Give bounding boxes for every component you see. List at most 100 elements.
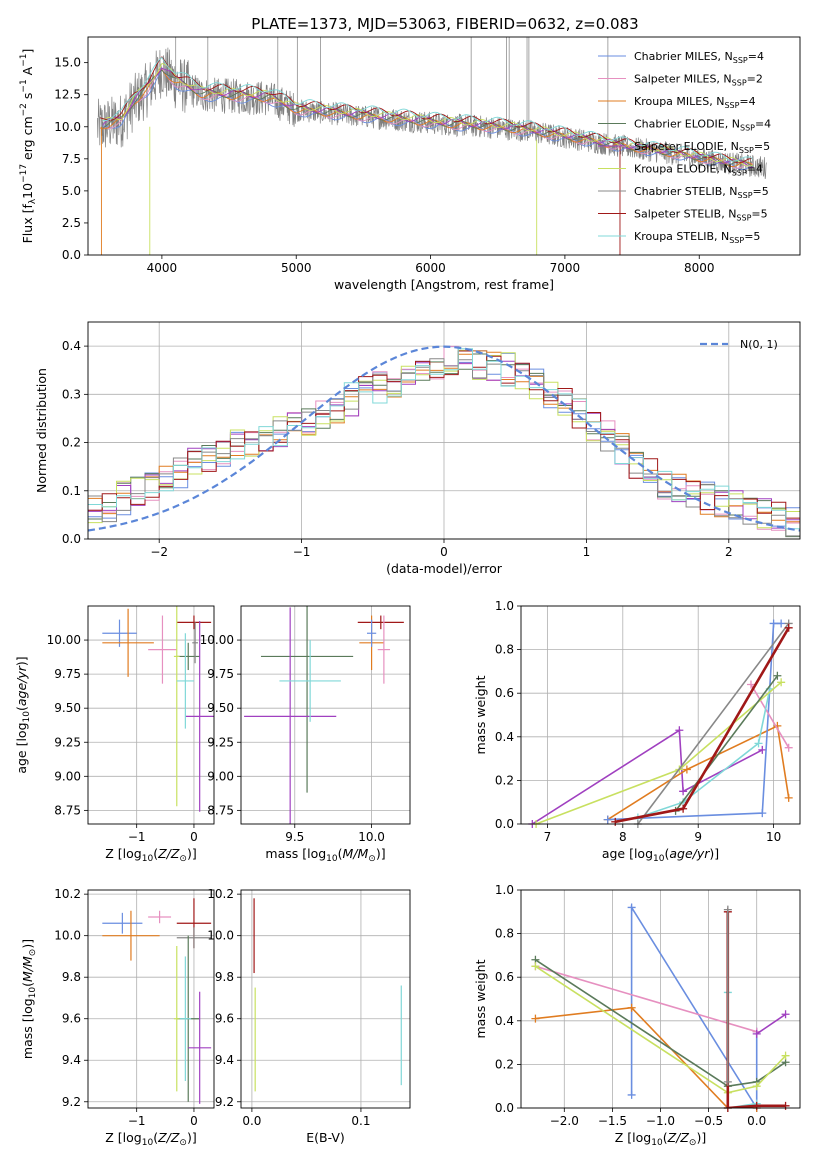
weight-line-chabrier_stelib (637, 622, 790, 824)
weight-marker-kroupa_elodie (531, 962, 540, 971)
x-tick-label: 10.0 (358, 830, 385, 844)
x-tick-label: −1.0 (646, 1114, 675, 1128)
axes-frame (240, 605, 411, 825)
weight-marker-salpeter_elodie (781, 1010, 790, 1019)
y-tick-label: 9.8 (62, 970, 81, 984)
x-tick-label: 0 (190, 830, 198, 844)
axes-frame (520, 605, 801, 825)
x-tick-label: 1 (583, 545, 591, 559)
weight-marker-chabrier_miles (627, 1090, 636, 1099)
weight-marker-salpeter_elodie (758, 745, 767, 754)
weight-line-kroupa_elodie (534, 965, 787, 1094)
panel-mass_vs_ebv (237, 890, 410, 1112)
axes-frame (520, 889, 801, 1109)
weight-marker-kroupa_miles (784, 793, 793, 802)
weight-marker-kroupa_elodie (781, 1051, 790, 1060)
x-tick-label: −1.5 (598, 1114, 627, 1128)
legend-label-salpeter_miles: Salpeter MILES, NSSP=2 (634, 73, 763, 88)
y-tick-label: 10.0 (54, 120, 81, 134)
x-tick-label: 8 (619, 830, 627, 844)
x-axis-label: mass [log10(M/M⊙)] (265, 846, 385, 864)
x-tick-label: 0 (440, 545, 448, 559)
model-line-salpeter_miles (102, 67, 754, 169)
x-tick-label: 5000 (281, 261, 312, 275)
weight-marker-chabrier_miles (777, 619, 786, 628)
weight-marker-salpeter_stelib (781, 1101, 790, 1110)
x-axis-label: (data-model)/error (386, 561, 503, 576)
weight-line-chabrier_miles (630, 904, 758, 1108)
x-tick-label: 0.1 (351, 1114, 370, 1128)
y-tick-label: 7.5 (62, 152, 81, 166)
weight-line-kroupa_stelib (637, 688, 771, 819)
weight-marker-salpeter_stelib (784, 623, 793, 632)
weight-marker-kroupa_elodie (777, 678, 786, 687)
weight-marker-chabrier_stelib (723, 905, 732, 914)
weight-line-chabrier_elodie (674, 675, 779, 812)
x-axis-label: Z [log10(Z/Z⊙)] (105, 1130, 196, 1148)
weight-marker-chabrier_miles (758, 809, 767, 818)
gaussian-curve (88, 345, 800, 532)
axes-frame (87, 36, 801, 256)
y-tick-label: 15.0 (54, 56, 81, 70)
y-tick-label: 10.0 (207, 929, 234, 943)
x-tick-label: −0.5 (694, 1114, 723, 1128)
weight-marker-chabrier_stelib (723, 1077, 732, 1086)
weight-line-salpeter_miles (750, 684, 790, 749)
weight-marker-salpeter_miles (784, 743, 793, 752)
y-axis-label: Flux [fλ10−17 erg cm−2 s−1 A−1] (19, 49, 38, 244)
y-tick-label: 10.2 (54, 887, 81, 901)
legend-label-kroupa_miles: Kroupa MILES, NSSP=4 (634, 95, 756, 110)
weight-line-kroupa_miles (535, 1006, 757, 1108)
y-tick-label: 9.25 (207, 735, 234, 749)
axes-frame (87, 321, 801, 540)
legend-label-kroupa_stelib: Kroupa STELIB, NSSP=5 (634, 230, 760, 245)
weight-marker-chabrier_elodie (773, 671, 782, 680)
y-tick-label: 9.00 (54, 769, 81, 783)
weight-marker-salpeter_stelib (679, 804, 688, 813)
weight-marker-kroupa_miles (531, 1014, 540, 1023)
panel-weight_vs_Z (517, 889, 800, 1112)
weight-marker-salpeter_elodie (675, 726, 684, 735)
weight-marker-salpeter_stelib (752, 1101, 761, 1110)
figure-title: PLATE=1373, MJD=53063, FIBERID=0632, z=0… (251, 15, 638, 33)
y-tick-label: 0.4 (62, 339, 81, 353)
weight-line-kroupa_stelib (727, 992, 757, 1108)
y-tick-label: 0.8 (495, 643, 514, 657)
weight-marker-kroupa_stelib (754, 739, 763, 748)
y-tick-label: 1.0 (495, 883, 514, 897)
y-axis-label: mass weight (473, 675, 488, 754)
y-tick-label: 0.8 (495, 927, 514, 941)
axes-frame (240, 889, 411, 1109)
x-axis-label: age [log10(age/yr)] (602, 846, 719, 864)
y-tick-label: 0.2 (62, 436, 81, 450)
axes-frame (87, 889, 215, 1109)
y-tick-label: 0.6 (495, 970, 514, 984)
y-axis-label: age [log10(age/yr)] (14, 656, 32, 773)
model-line-kroupa_miles (99, 68, 754, 168)
y-axis-label: Normed distribution (34, 368, 49, 493)
legend-label-chabrier_elodie: Chabrier ELODIE, NSSP=4 (634, 118, 771, 133)
y-tick-label: 1.0 (495, 599, 514, 613)
y-tick-label: 10.00 (47, 633, 81, 647)
y-tick-label: 9.6 (215, 1012, 234, 1026)
x-tick-label: −1 (128, 830, 146, 844)
x-tick-label: 9 (694, 830, 702, 844)
y-tick-label: 10.2 (207, 887, 234, 901)
legend-label-chabrier_miles: Chabrier MILES, NSSP=4 (634, 50, 764, 65)
hist-step-kroupa_stelib (88, 348, 800, 530)
weight-line-salpeter_elodie (756, 1013, 787, 1035)
axes-frame (87, 605, 215, 825)
weight-marker-chabrier_miles (627, 903, 636, 912)
panel-age_vs_mass (237, 606, 410, 828)
legend-label-salpeter_elodie: Salpeter ELODIE, NSSP=5 (634, 140, 770, 155)
y-tick-label: 0.0 (495, 1101, 514, 1115)
x-tick-label: 0.0 (242, 1114, 261, 1128)
x-tick-label: 0 (190, 1114, 198, 1128)
y-tick-label: 0.2 (495, 1057, 514, 1071)
weight-marker-salpeter_elodie (679, 787, 688, 796)
x-axis-label: Z [log10(Z/Z⊙)] (105, 846, 196, 864)
x-tick-label: 4000 (147, 261, 178, 275)
x-tick-label: 9.5 (285, 830, 304, 844)
weight-marker-kroupa_elodie (752, 1082, 761, 1091)
x-tick-label: 8000 (684, 261, 715, 275)
